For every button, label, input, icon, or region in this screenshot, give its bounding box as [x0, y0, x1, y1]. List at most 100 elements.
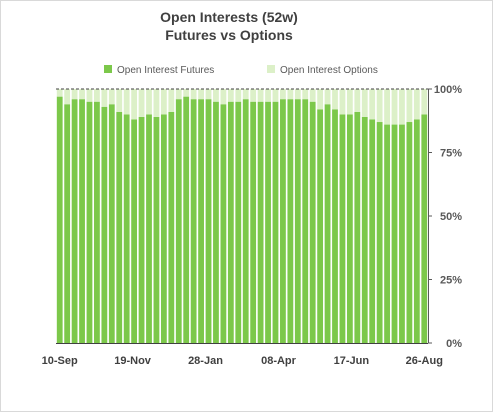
bar-options-27: [257, 89, 264, 102]
bar-options-45: [391, 89, 398, 125]
legend-swatch-futures: [104, 65, 112, 73]
bar-options-36: [324, 89, 331, 105]
bar-options-25: [242, 89, 249, 100]
bar-futures-28: [265, 101, 271, 343]
bar-options-31: [287, 89, 294, 100]
chart-title: Open Interests (52w): [160, 9, 298, 25]
bar-options-17: [183, 89, 190, 97]
bar-options-8: [116, 89, 123, 112]
bar-options-39: [346, 89, 353, 115]
bar-options-42: [369, 89, 376, 120]
bar-options-11: [138, 89, 145, 117]
bar-futures-11: [138, 116, 145, 343]
bar-futures-48: [413, 119, 420, 343]
bar-options-44: [384, 89, 390, 125]
x-tick-label: 08-Apr: [261, 355, 297, 367]
bar-options-29: [272, 89, 279, 102]
bar-options-1: [64, 89, 71, 105]
legend-swatch-options: [267, 65, 275, 73]
bar-futures-0: [56, 96, 63, 344]
bar-options-28: [265, 89, 271, 102]
bar-futures-3: [79, 99, 85, 343]
bar-futures-26: [250, 101, 257, 343]
x-tick-label: 26-Aug: [406, 355, 443, 367]
y-tick-label: 25%: [440, 275, 462, 287]
bar-futures-45: [391, 124, 398, 343]
bar-futures-7: [108, 104, 115, 344]
bar-futures-35: [317, 109, 324, 343]
bar-futures-5: [94, 101, 100, 343]
x-tick-label: 28-Jan: [188, 355, 223, 367]
bar-options-26: [250, 89, 257, 102]
legend: Open Interest Futures Open Interest Opti…: [104, 65, 378, 76]
bar-options-13: [153, 89, 160, 117]
bar-futures-37: [332, 109, 338, 343]
bar-options-22: [220, 89, 227, 105]
bar-options-3: [79, 89, 85, 100]
bar-options-2: [71, 89, 78, 100]
bar-options-41: [361, 89, 368, 117]
bars-group: [56, 88, 428, 344]
y-tick-label: 50%: [440, 211, 462, 223]
bar-options-30: [280, 89, 286, 100]
bar-futures-21: [213, 101, 219, 343]
bar-futures-17: [183, 96, 190, 344]
y-tick-label: 100%: [434, 84, 462, 96]
x-axis: 10-Sep 19-Nov 28-Jan 08-Apr 17-Jun 26-Aug: [42, 343, 443, 367]
bar-options-14: [160, 89, 167, 115]
legend-label-options: Open Interest Options: [280, 65, 378, 76]
bar-futures-18: [190, 99, 197, 343]
bar-options-21: [213, 89, 219, 102]
bar-futures-24: [235, 101, 242, 343]
bar-options-37: [332, 89, 338, 110]
bar-options-20: [205, 89, 212, 100]
bar-futures-36: [324, 104, 331, 344]
bar-options-46: [399, 89, 405, 125]
y-tick-label: 0%: [446, 338, 462, 350]
bar-futures-44: [384, 124, 390, 343]
bar-futures-16: [175, 99, 182, 343]
bar-futures-1: [64, 104, 71, 344]
bar-futures-43: [376, 122, 383, 344]
bar-options-7: [108, 89, 115, 105]
bar-options-32: [294, 89, 301, 100]
bar-futures-38: [339, 114, 346, 344]
bar-options-4: [86, 89, 93, 102]
bar-futures-41: [361, 116, 368, 343]
bar-options-16: [175, 89, 182, 100]
bar-futures-15: [168, 111, 175, 343]
bar-options-48: [413, 89, 420, 120]
bar-options-5: [94, 89, 100, 102]
bar-futures-10: [131, 119, 138, 343]
bar-options-49: [421, 89, 428, 115]
bar-options-43: [376, 89, 383, 123]
bar-futures-49: [421, 114, 428, 344]
legend-label-futures: Open Interest Futures: [117, 65, 214, 76]
x-tick-label: 19-Nov: [114, 355, 152, 367]
bar-futures-27: [257, 101, 264, 343]
bar-options-40: [354, 89, 361, 112]
bar-futures-47: [406, 122, 413, 344]
bar-options-10: [131, 89, 138, 120]
bar-futures-8: [116, 111, 123, 343]
bar-options-47: [406, 89, 413, 123]
bar-futures-40: [354, 111, 361, 343]
bar-futures-22: [220, 104, 227, 344]
bar-futures-23: [227, 101, 234, 343]
bar-futures-6: [101, 106, 108, 343]
bar-futures-32: [294, 99, 301, 343]
bar-futures-14: [160, 114, 167, 344]
bar-options-38: [339, 89, 346, 115]
bar-futures-9: [123, 114, 130, 344]
bar-options-23: [227, 89, 234, 102]
bar-options-15: [168, 89, 175, 112]
bar-options-34: [309, 89, 316, 102]
bar-futures-46: [399, 124, 405, 343]
bar-options-33: [302, 89, 309, 100]
bar-options-9: [123, 89, 130, 115]
bar-futures-39: [346, 114, 353, 344]
bar-futures-30: [280, 99, 286, 343]
chart-subtitle: Futures vs Options: [165, 27, 293, 43]
bar-options-0: [56, 89, 63, 97]
bar-futures-31: [287, 99, 294, 343]
